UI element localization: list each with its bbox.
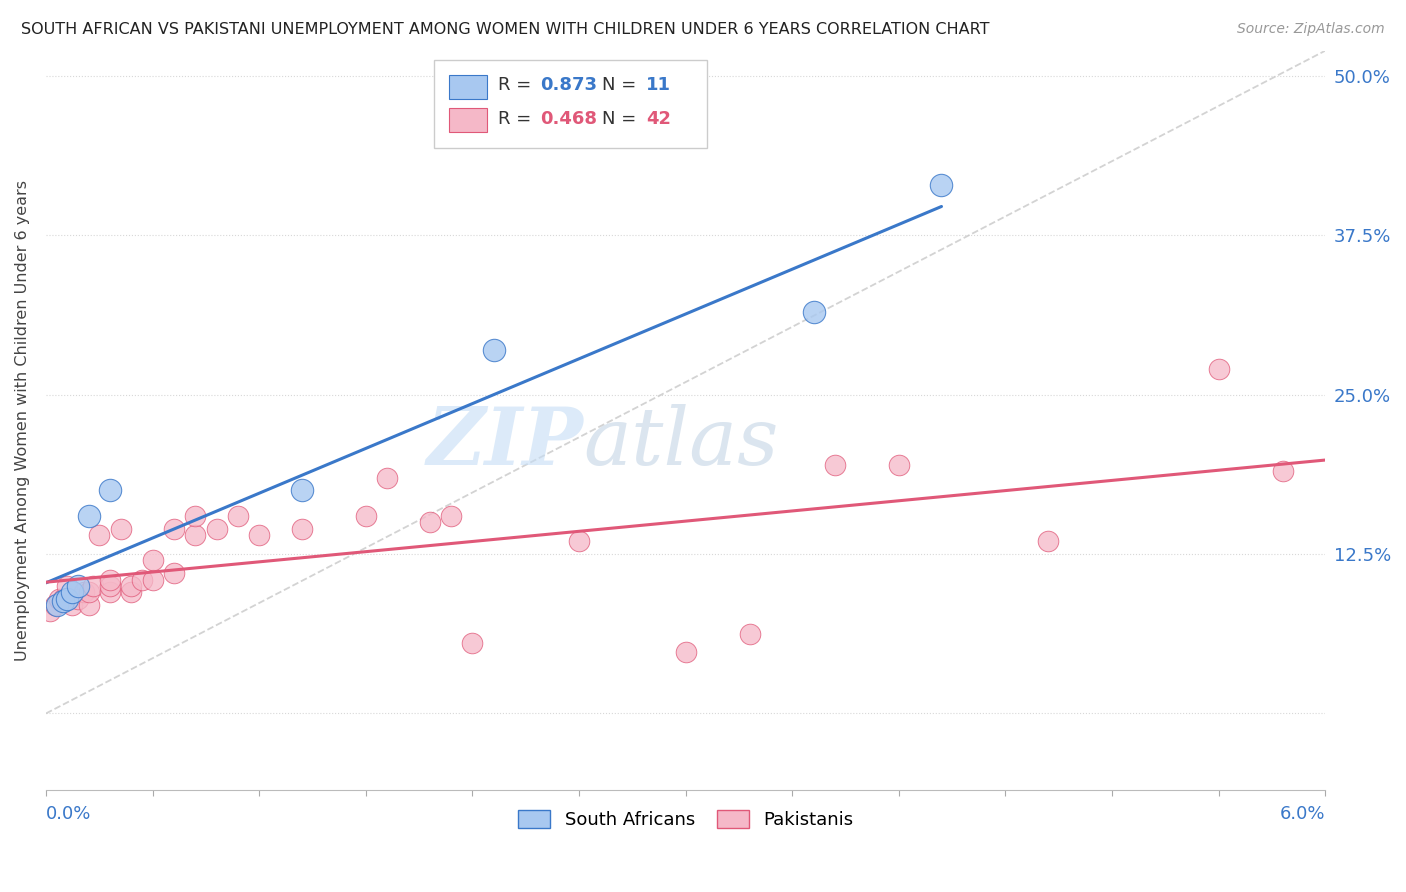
Text: Source: ZipAtlas.com: Source: ZipAtlas.com — [1237, 22, 1385, 37]
Text: R =: R = — [498, 76, 537, 94]
Point — [163, 522, 186, 536]
Point — [98, 579, 121, 593]
Point — [1208, 362, 1230, 376]
Point — [120, 585, 142, 599]
Point — [205, 522, 228, 536]
Point — [39, 605, 62, 619]
Point — [803, 305, 825, 319]
Point — [120, 579, 142, 593]
Point — [60, 585, 83, 599]
Text: 0.873: 0.873 — [540, 76, 596, 94]
Point — [73, 585, 96, 599]
Point — [98, 483, 121, 498]
Text: SOUTH AFRICAN VS PAKISTANI UNEMPLOYMENT AMONG WOMEN WITH CHILDREN UNDER 6 YEARS : SOUTH AFRICAN VS PAKISTANI UNEMPLOYMENT … — [21, 22, 990, 37]
Text: 11: 11 — [645, 76, 671, 94]
Point — [52, 591, 75, 606]
Point — [226, 508, 249, 523]
Point — [1036, 534, 1059, 549]
Point — [419, 515, 441, 529]
FancyBboxPatch shape — [433, 61, 707, 148]
Point — [142, 573, 165, 587]
Point — [461, 636, 484, 650]
FancyBboxPatch shape — [449, 108, 488, 132]
Point — [824, 458, 846, 472]
Point — [440, 508, 463, 523]
Text: R =: R = — [498, 111, 537, 128]
Point — [184, 528, 207, 542]
Text: atlas: atlas — [583, 404, 779, 481]
Point — [887, 458, 910, 472]
Point — [77, 508, 100, 523]
Point — [142, 553, 165, 567]
Point — [291, 483, 314, 498]
Point — [568, 534, 591, 549]
Point — [56, 579, 79, 593]
Text: 6.0%: 6.0% — [1279, 805, 1326, 823]
Point — [110, 522, 132, 536]
Text: 0.468: 0.468 — [540, 111, 596, 128]
Point — [354, 508, 377, 523]
Text: 42: 42 — [645, 111, 671, 128]
Point — [291, 522, 314, 536]
Point — [66, 579, 89, 593]
Point — [48, 591, 70, 606]
Text: N =: N = — [603, 111, 643, 128]
Point — [184, 508, 207, 523]
Point — [89, 528, 111, 542]
Point — [44, 598, 66, 612]
Point — [931, 178, 953, 192]
Point — [738, 627, 761, 641]
Point — [1271, 464, 1294, 478]
Point — [98, 573, 121, 587]
Point — [45, 598, 67, 612]
Point — [98, 585, 121, 599]
Text: 0.0%: 0.0% — [46, 805, 91, 823]
Point — [247, 528, 270, 542]
Point — [375, 470, 398, 484]
Point — [56, 591, 79, 606]
Point — [66, 591, 89, 606]
Point — [675, 645, 697, 659]
Text: ZIP: ZIP — [426, 404, 583, 481]
Point — [482, 343, 505, 358]
Point — [60, 598, 83, 612]
Point — [77, 585, 100, 599]
Point — [163, 566, 186, 581]
Y-axis label: Unemployment Among Women with Children Under 6 years: Unemployment Among Women with Children U… — [15, 180, 30, 661]
FancyBboxPatch shape — [449, 75, 488, 99]
Point — [52, 594, 75, 608]
Point — [82, 579, 104, 593]
Point — [131, 573, 153, 587]
Legend: South Africans, Pakistanis: South Africans, Pakistanis — [510, 803, 860, 837]
Point — [77, 598, 100, 612]
Text: N =: N = — [603, 76, 643, 94]
